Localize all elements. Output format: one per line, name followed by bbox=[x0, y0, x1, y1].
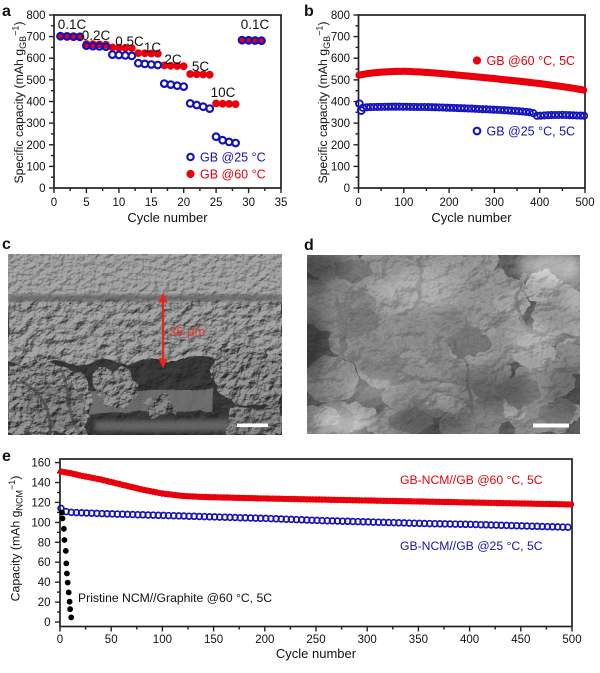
svg-text:500: 500 bbox=[331, 75, 350, 87]
svg-text:120: 120 bbox=[31, 497, 50, 509]
svg-text:400: 400 bbox=[331, 97, 350, 109]
svg-text:1C: 1C bbox=[144, 40, 162, 55]
svg-text:400: 400 bbox=[530, 197, 549, 209]
svg-text:60: 60 bbox=[38, 557, 51, 569]
svg-text:36 μm: 36 μm bbox=[169, 324, 205, 339]
svg-text:10: 10 bbox=[113, 197, 126, 209]
svg-text:Cycle number: Cycle number bbox=[127, 210, 208, 225]
svg-text:250: 250 bbox=[306, 634, 325, 646]
svg-text:500: 500 bbox=[562, 634, 581, 646]
svg-text:600: 600 bbox=[26, 53, 45, 65]
svg-text:350: 350 bbox=[409, 634, 428, 646]
svg-text:300: 300 bbox=[331, 118, 350, 130]
svg-text:0.1C: 0.1C bbox=[241, 17, 270, 32]
svg-text:a: a bbox=[2, 3, 11, 20]
svg-text:GB-NCM//GB @25 °C, 5C: GB-NCM//GB @25 °C, 5C bbox=[400, 539, 543, 553]
svg-text:d: d bbox=[304, 237, 314, 254]
svg-text:Cycle number: Cycle number bbox=[431, 210, 512, 225]
svg-text:200: 200 bbox=[255, 634, 274, 646]
svg-text:100: 100 bbox=[394, 197, 413, 209]
svg-text:GB @60 °C, 5C: GB @60 °C, 5C bbox=[487, 54, 576, 68]
svg-text:20: 20 bbox=[177, 197, 190, 209]
svg-text:80: 80 bbox=[38, 537, 51, 549]
svg-text:0.1C: 0.1C bbox=[58, 17, 87, 32]
svg-text:400: 400 bbox=[26, 97, 45, 109]
svg-text:30: 30 bbox=[242, 197, 255, 209]
svg-text:Pristine NCM//Graphite @60 °C,: Pristine NCM//Graphite @60 °C, 5C bbox=[78, 591, 272, 605]
svg-text:500: 500 bbox=[575, 197, 594, 209]
svg-text:0.2C: 0.2C bbox=[82, 28, 111, 43]
svg-text:GB @25 °C: GB @25 °C bbox=[200, 151, 266, 165]
svg-text:100: 100 bbox=[153, 634, 172, 646]
svg-text:100: 100 bbox=[31, 517, 50, 529]
svg-text:200: 200 bbox=[331, 140, 350, 152]
svg-text:2C: 2C bbox=[164, 52, 182, 67]
svg-text:0: 0 bbox=[39, 183, 45, 195]
svg-text:160: 160 bbox=[31, 458, 50, 470]
svg-text:0.5C: 0.5C bbox=[115, 34, 144, 49]
svg-text:150: 150 bbox=[204, 634, 223, 646]
svg-text:0: 0 bbox=[51, 197, 57, 209]
svg-text:5: 5 bbox=[83, 197, 89, 209]
svg-text:25: 25 bbox=[210, 197, 223, 209]
svg-text:GB-NCM//GB @60 °C, 5C: GB-NCM//GB @60 °C, 5C bbox=[400, 473, 543, 487]
svg-text:100: 100 bbox=[331, 161, 350, 173]
svg-text:Specific capacity (mAh gGB−1): Specific capacity (mAh gGB−1) bbox=[10, 21, 28, 183]
svg-text:800: 800 bbox=[26, 10, 45, 22]
svg-text:Cycle number: Cycle number bbox=[276, 646, 357, 661]
svg-text:700: 700 bbox=[26, 32, 45, 44]
svg-text:20: 20 bbox=[38, 597, 51, 609]
svg-text:GB @25 °C, 5C: GB @25 °C, 5C bbox=[487, 125, 576, 139]
svg-text:700: 700 bbox=[331, 32, 350, 44]
svg-text:0: 0 bbox=[355, 197, 361, 209]
svg-text:800: 800 bbox=[331, 10, 350, 22]
svg-text:15: 15 bbox=[145, 197, 158, 209]
svg-text:300: 300 bbox=[485, 197, 504, 209]
svg-text:10C: 10C bbox=[211, 85, 236, 100]
svg-text:50: 50 bbox=[105, 634, 118, 646]
svg-text:c: c bbox=[2, 236, 11, 253]
svg-text:500: 500 bbox=[26, 75, 45, 87]
svg-text:140: 140 bbox=[31, 478, 50, 490]
svg-text:35: 35 bbox=[275, 197, 288, 209]
svg-text:b: b bbox=[304, 3, 314, 20]
svg-text:0: 0 bbox=[344, 183, 350, 195]
svg-text:300: 300 bbox=[26, 118, 45, 130]
svg-text:0: 0 bbox=[57, 634, 63, 646]
svg-text:Specific capacity (mAh gGB−1): Specific capacity (mAh gGB−1) bbox=[314, 21, 332, 183]
svg-text:40: 40 bbox=[38, 577, 51, 589]
svg-text:GB @60 °C: GB @60 °C bbox=[200, 168, 266, 182]
svg-text:300: 300 bbox=[358, 634, 377, 646]
svg-text:100: 100 bbox=[26, 161, 45, 173]
svg-text:200: 200 bbox=[440, 197, 459, 209]
svg-text:0: 0 bbox=[44, 617, 50, 629]
svg-text:5C: 5C bbox=[192, 59, 210, 74]
svg-text:200: 200 bbox=[26, 140, 45, 152]
svg-text:400: 400 bbox=[460, 634, 479, 646]
svg-text:450: 450 bbox=[511, 634, 530, 646]
svg-text:600: 600 bbox=[331, 53, 350, 65]
svg-text:e: e bbox=[2, 448, 11, 465]
